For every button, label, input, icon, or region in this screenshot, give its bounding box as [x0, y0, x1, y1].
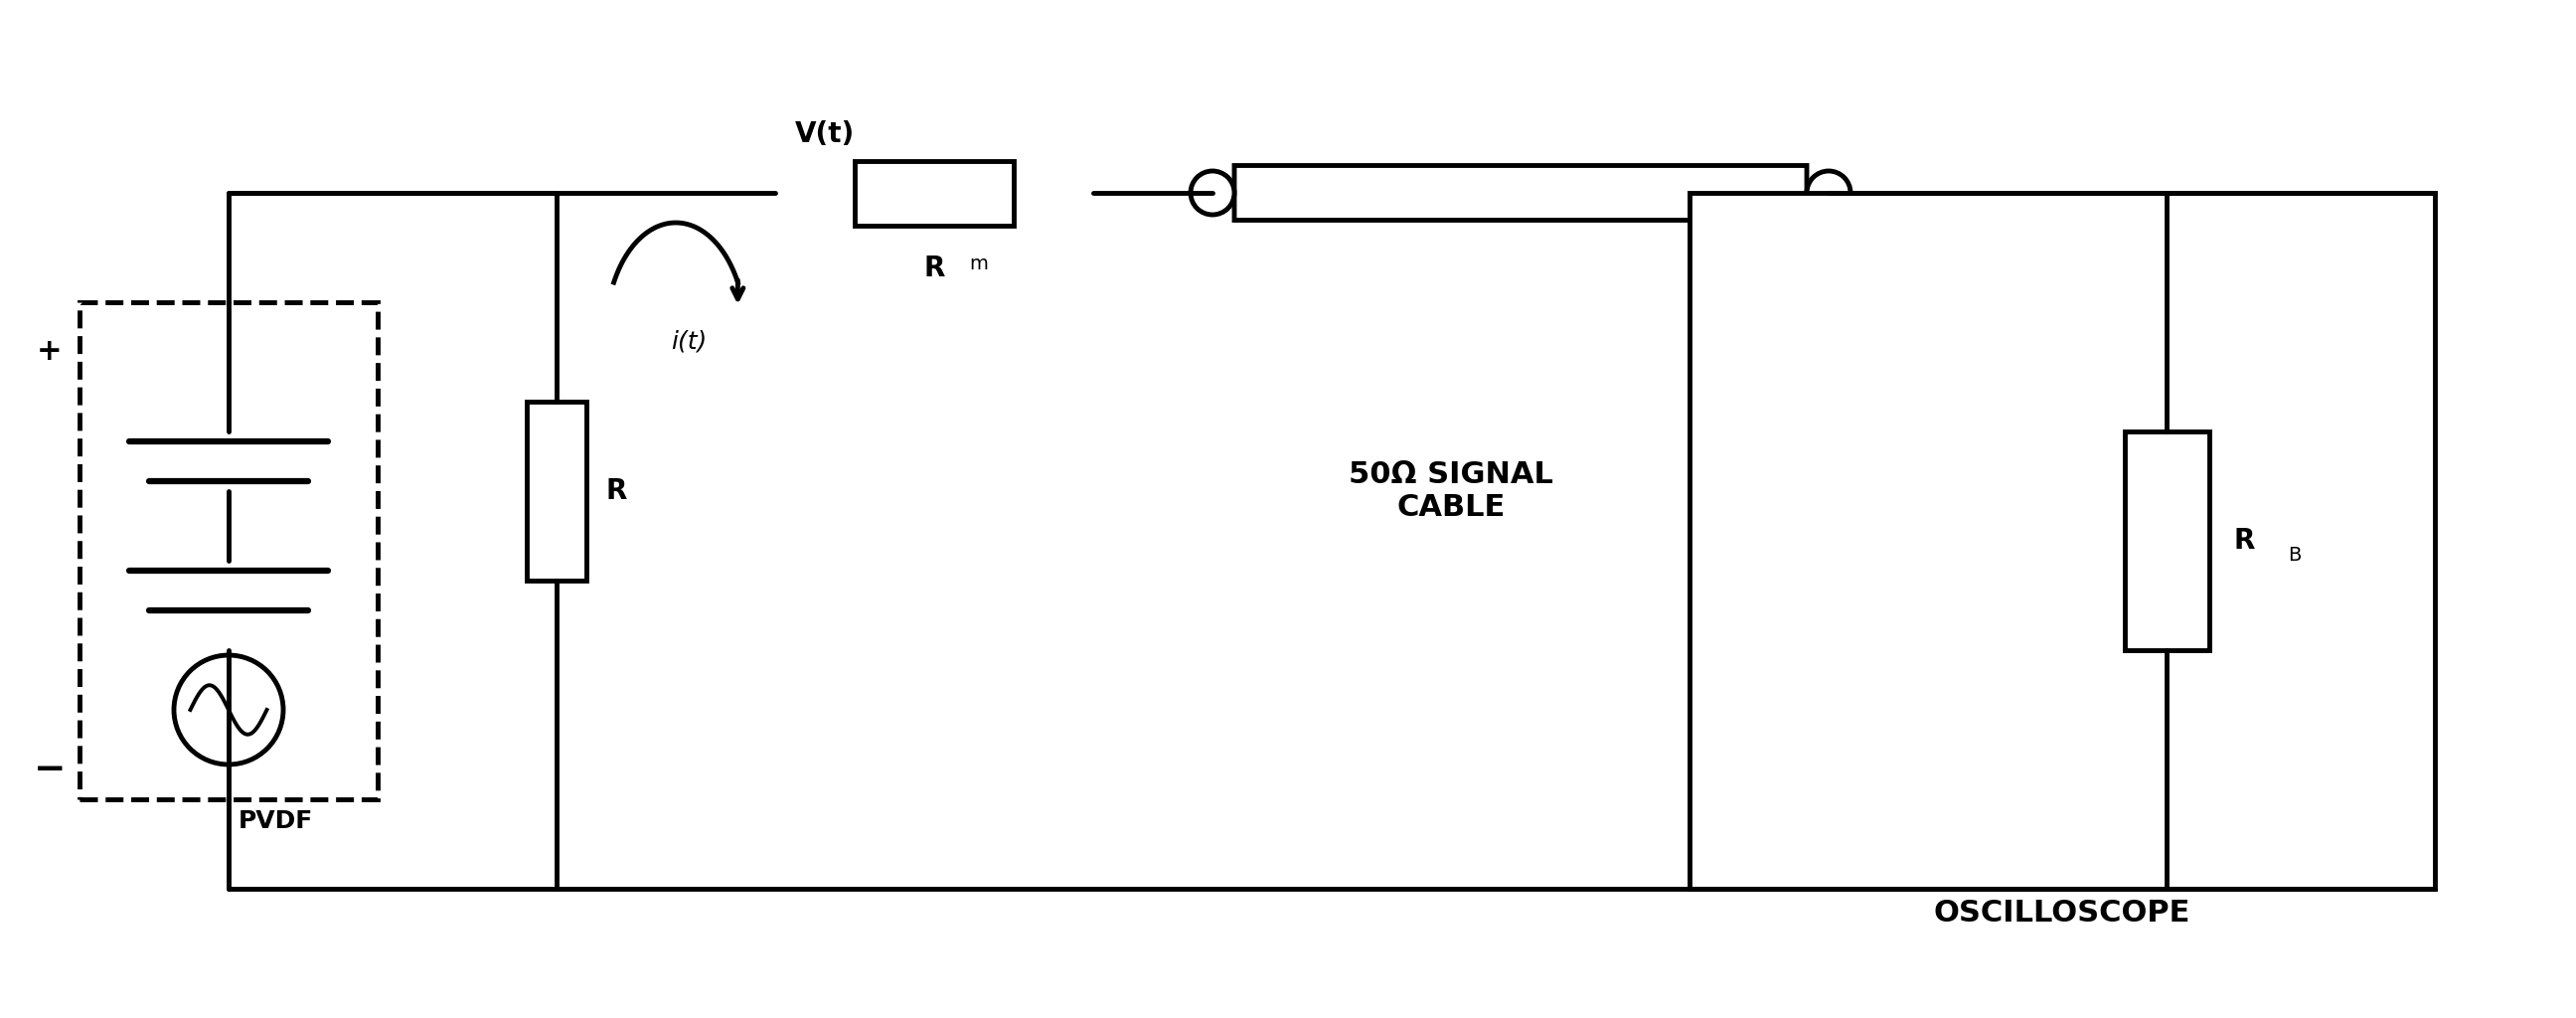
Circle shape [1190, 171, 1234, 215]
Bar [2125, 432, 2208, 651]
Text: R: R [605, 477, 629, 505]
Text: m: m [969, 254, 987, 274]
Bar [80, 302, 379, 799]
Text: i(t): i(t) [670, 330, 706, 354]
Text: PVDF: PVDF [240, 809, 314, 833]
Text: B: B [2287, 547, 2300, 565]
Text: 50Ω SIGNAL
CABLE: 50Ω SIGNAL CABLE [1350, 460, 1553, 522]
Text: OSCILLOSCOPE: OSCILLOSCOPE [1935, 899, 2190, 927]
Text: −: − [33, 750, 67, 788]
Text: V(t): V(t) [796, 120, 855, 149]
Circle shape [1806, 171, 1850, 215]
Bar [526, 402, 587, 580]
FancyBboxPatch shape [1234, 166, 1806, 220]
Text: R: R [925, 254, 945, 283]
Text: +: + [36, 338, 62, 366]
Bar [855, 161, 1015, 225]
Bar [1690, 192, 2434, 889]
Text: R: R [2233, 527, 2254, 555]
